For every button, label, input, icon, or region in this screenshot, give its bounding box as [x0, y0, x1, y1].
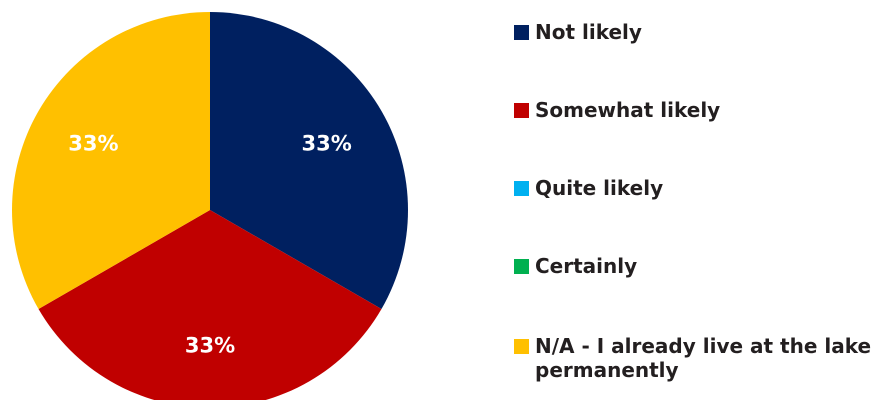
- pie-chart: 33% 33% 33%: [11, 12, 408, 400]
- legend-item-0: Not likely: [514, 20, 875, 44]
- pie-slice-0: [210, 12, 408, 309]
- slice-data-label-0: 33%: [301, 132, 351, 156]
- slice-data-label-4: 33%: [68, 132, 118, 156]
- chart-legend: Not likely Somewhat likely Quite likely Cer…: [514, 0, 884, 400]
- legend-label: Not likely: [535, 20, 642, 44]
- slice-data-label-1: 33%: [185, 334, 235, 358]
- legend-label: Certainly: [535, 254, 638, 278]
- pie-slice-1: [38, 210, 382, 400]
- legend-item-4: N/A - I already live at the lake permane…: [514, 334, 875, 382]
- legend-item-2: Quite likely: [514, 176, 875, 200]
- legend-swatch: [514, 259, 529, 274]
- legend-label: Somewhat likely: [535, 98, 721, 122]
- pie-slice-4: [11, 12, 210, 309]
- legend-label: Quite likely: [535, 176, 664, 200]
- legend-swatch: [514, 25, 529, 40]
- legend-item-1: Somewhat likely: [514, 98, 875, 122]
- legend-label: N/A - I already live at the lake permane…: [535, 334, 872, 382]
- legend-swatch: [514, 103, 529, 118]
- legend-swatch: [514, 181, 529, 196]
- legend-swatch: [514, 339, 529, 354]
- legend-item-3: Certainly: [514, 254, 875, 278]
